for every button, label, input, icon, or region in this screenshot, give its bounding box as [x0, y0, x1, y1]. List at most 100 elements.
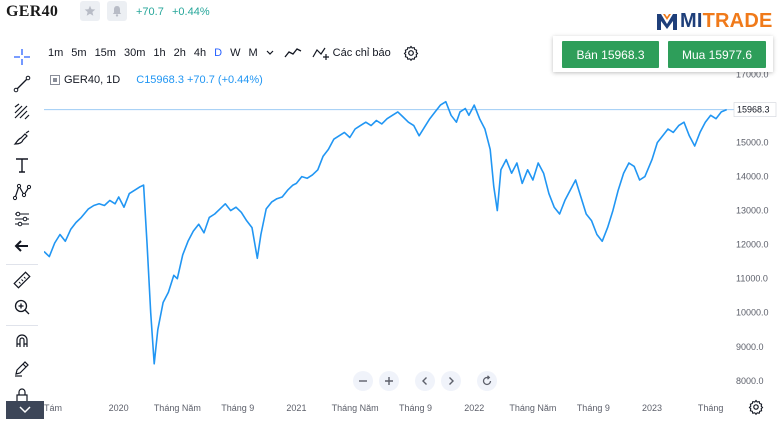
x-tick-label: 2020: [109, 403, 129, 413]
interval-w[interactable]: W: [230, 47, 241, 59]
interval-m[interactable]: M: [248, 47, 258, 59]
brush-tool[interactable]: [9, 125, 35, 151]
gear-icon: [403, 45, 419, 61]
text-tool[interactable]: [9, 152, 35, 178]
pencil-lock-icon: [15, 361, 29, 377]
legend-symbol: GER40, 1D: [64, 74, 121, 86]
pattern-icon: [12, 183, 32, 201]
trend-line-icon: [13, 75, 31, 93]
collapse-toolbar-button[interactable]: [6, 401, 44, 419]
x-tick-label: Tháng Năm: [509, 403, 556, 413]
y-tick-label: 14000.0: [736, 172, 769, 182]
measure-tool[interactable]: [9, 267, 35, 293]
alert-button[interactable]: [107, 1, 127, 21]
last-price-label: 15968.3: [737, 105, 770, 115]
text-icon: [16, 158, 28, 173]
toolbar-divider: [6, 325, 38, 326]
symbol-title: GER40: [6, 3, 59, 20]
crosshair-icon: [14, 49, 30, 65]
scroll-right-button[interactable]: [441, 371, 461, 391]
x-tick-label: Tháng 9: [577, 403, 610, 413]
reset-icon: [482, 375, 492, 386]
chart-settings-button[interactable]: [748, 399, 764, 416]
header-bar: GER40 +70.7 +0.44% MITRADE: [0, 0, 780, 36]
chevron-right-icon: [449, 377, 454, 385]
prediction-icon: [15, 211, 29, 227]
favorite-button[interactable]: [80, 1, 100, 21]
chevron-down-icon: [266, 50, 274, 55]
indicators-icon: [312, 47, 329, 60]
sell-button[interactable]: Bán 15968.3: [562, 41, 659, 68]
indicators-label: Các chỉ báo: [332, 47, 391, 59]
indicators-button[interactable]: Các chỉ báo: [308, 41, 395, 65]
drawing-toolbar: [0, 36, 44, 423]
scroll-left-button[interactable]: [415, 371, 435, 391]
reset-chart-button[interactable]: [477, 371, 497, 391]
line-chart-icon: [284, 48, 301, 58]
zoom-tool[interactable]: [9, 294, 35, 320]
y-tick-label: 17000.0: [736, 70, 769, 80]
symbol-square-icon: [50, 75, 60, 85]
interval-30m[interactable]: 30m: [123, 47, 146, 59]
interval-1m[interactable]: 1m: [48, 47, 64, 59]
price-change: +70.7: [136, 6, 164, 18]
y-tick-label: 11000.0: [736, 274, 768, 284]
pitchfork-tool[interactable]: [9, 98, 35, 124]
back-tool[interactable]: [9, 233, 35, 259]
x-tick-label: 2022: [464, 403, 484, 413]
y-tick-label: 13000.0: [736, 206, 769, 216]
chevron-left-icon: [422, 377, 427, 385]
toolbar-divider: [6, 264, 38, 265]
interval-toolbar: 1m 5m 15m 30m 1h 2h 4h D W M Các chỉ báo: [44, 40, 427, 66]
gear-icon: [748, 399, 764, 416]
chevron-down-icon: [19, 406, 31, 414]
y-tick-label: 9000.0: [736, 342, 764, 352]
price-change-percent: +0.44%: [172, 6, 210, 18]
zoom-in-icon: [14, 299, 30, 315]
price-chart[interactable]: 8000.0 9000.0 10000.0 11000.0 12000.0 13000.0…: [44, 66, 780, 423]
magnet-icon: [16, 334, 28, 347]
x-tick-label: Tám: [44, 403, 62, 413]
buy-button[interactable]: Mua 15977.6: [668, 41, 766, 68]
pattern-tool[interactable]: [9, 179, 35, 205]
prediction-tool[interactable]: [9, 206, 35, 232]
arrow-left-icon: [14, 240, 28, 252]
interval-15m[interactable]: 15m: [94, 47, 116, 59]
interval-d[interactable]: D: [214, 47, 223, 59]
interval-4h[interactable]: 4h: [193, 47, 207, 59]
x-tick-label: 2023: [642, 403, 662, 413]
x-tick-label: Tháng 9: [221, 403, 254, 413]
stay-drawing-tool[interactable]: [9, 355, 35, 381]
y-tick-label: 8000.0: [736, 376, 764, 386]
y-tick-label: 10000.0: [736, 308, 769, 318]
magnet-tool[interactable]: [9, 328, 35, 354]
mitrade-logo: MITRADE: [656, 10, 773, 32]
trade-panel: Bán 15968.3 Mua 15977.6: [553, 36, 773, 72]
x-tick-label: 2021: [286, 403, 306, 413]
minus-icon: [359, 380, 367, 382]
bell-icon: [112, 6, 122, 17]
crosshair-tool[interactable]: [9, 44, 35, 70]
x-tick-label: Tháng: [698, 403, 724, 413]
legend-ohlc: C15968.3 +70.7 (+0.44%): [136, 74, 263, 86]
brush-icon: [13, 130, 30, 145]
chart-navigation: [353, 371, 503, 391]
interval-1h[interactable]: 1h: [153, 47, 166, 59]
chart-type-button[interactable]: [278, 41, 308, 65]
trend-line-tool[interactable]: [9, 71, 35, 97]
interval-dropdown[interactable]: [262, 41, 278, 65]
settings-button[interactable]: [395, 41, 427, 65]
interval-5m[interactable]: 5m: [71, 47, 87, 59]
x-tick-label: Tháng 9: [399, 403, 432, 413]
zoom-in-button[interactable]: [379, 371, 399, 391]
y-tick-label: 15000.0: [736, 138, 769, 148]
price-series-line: [44, 100, 728, 365]
star-icon: [84, 5, 96, 16]
logo-wordmark: MITRADE: [680, 9, 773, 32]
chart-legend: GER40, 1D C15968.3 +70.7 (+0.44%): [50, 74, 263, 86]
x-tick-label: Tháng Năm: [154, 403, 201, 413]
ruler-icon: [13, 271, 31, 289]
plus-icon: [385, 377, 393, 385]
zoom-out-button[interactable]: [353, 371, 373, 391]
interval-2h[interactable]: 2h: [173, 47, 186, 59]
